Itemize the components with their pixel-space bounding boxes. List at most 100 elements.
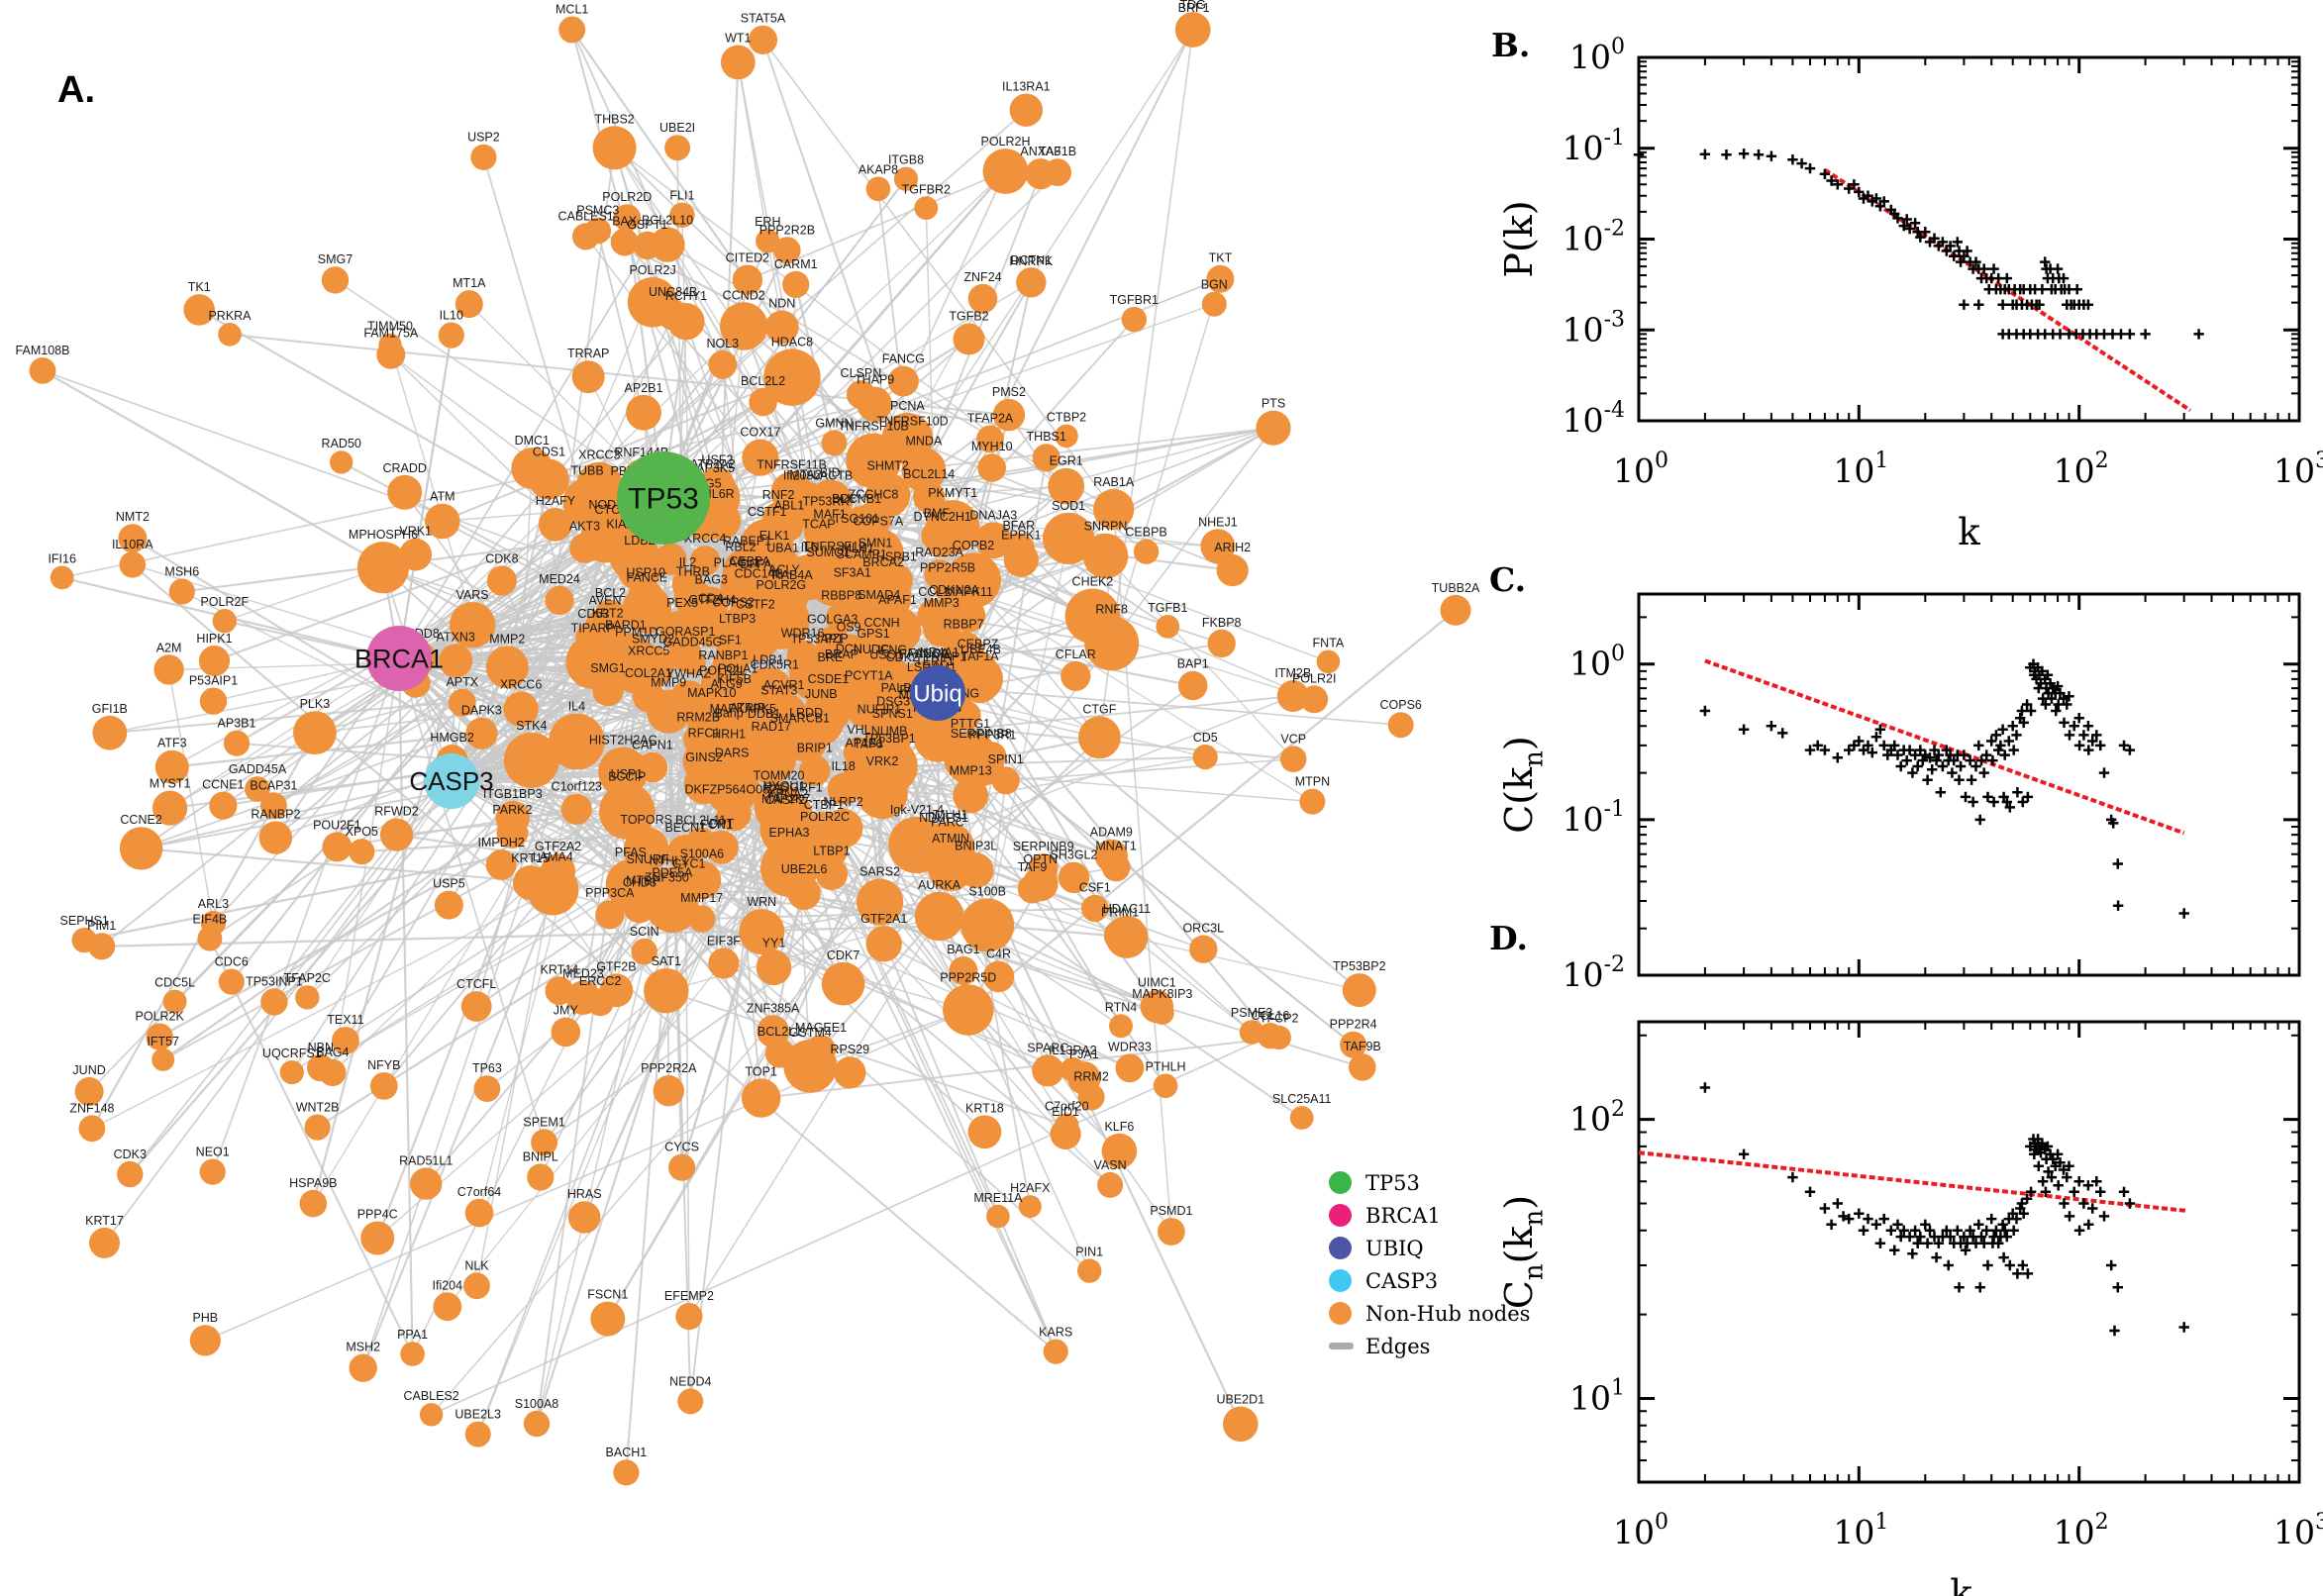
non-hub-node [1340,1031,1367,1058]
node-label: CDKN2A [929,583,979,597]
tick-label: 102 [1569,1097,1625,1139]
non-hub-node [503,691,539,727]
hub-casp3 [424,753,479,809]
minor-ticks [1639,1022,2299,1484]
node-label: DCTN1 [1010,253,1052,267]
node-label: ARL3 [198,897,229,911]
non-hub-node [1316,649,1341,674]
tick-label: 103 [2273,1510,2323,1551]
tick-label: 101 [1833,449,1888,490]
node-label: VRK2 [866,754,899,768]
node-label: IL10 [440,309,463,323]
node-label: STAT5A [741,12,786,26]
tick-label: 102 [2054,1510,2109,1551]
node-label: IFI16 [48,552,76,566]
legend-item-nonhub: Non-Hub nodes [1329,1297,1530,1330]
node-label: TP63 [472,1061,502,1075]
ubiq-swatch-icon [1329,1237,1352,1259]
tick-label: 100 [1613,449,1668,490]
node-label: UNC84B [649,285,697,299]
node-label: ATXN3 [437,630,475,644]
non-hub-node [212,609,237,634]
non-hub-node [1115,1053,1145,1083]
node-label: TP53BP1 [862,732,916,746]
node-label: LTBP3 [719,612,756,626]
node-label: IL4 [568,700,585,714]
node-label: MSH2 [346,1341,380,1354]
node-label: TAF1B [1039,145,1076,158]
node-label: TIMM50 [367,320,413,334]
node-label: XRCC6 [500,678,542,692]
node-label: DNAJA3 [969,508,1017,522]
non-hub-node [1387,712,1414,739]
node-label: CITED2 [726,251,770,265]
non-hub-node [949,956,978,985]
node-label: IMPDH2 [477,836,524,849]
non-hub-node [976,425,1004,453]
non-hub-node [1192,745,1218,770]
node-label: NEO1 [196,1146,230,1159]
legend-item-casp3: CASP3 [1329,1264,1530,1297]
legend-item-tp53: TP53 [1329,1166,1530,1199]
node-label: SERPINB9 [1013,840,1074,853]
node-label: C7orf20 [1045,1099,1089,1113]
node-label: TUBB2A [1432,581,1480,595]
node-label: RAD51L1 [399,1153,453,1167]
node-label: FCN1 [700,818,733,832]
non-hub-node [917,598,951,633]
node-label: RRM2B [676,711,720,725]
non-hub-node [846,433,901,489]
non-hub-node [610,228,639,256]
node-label: HRH1 [712,727,746,741]
panel-d-label: D. [1489,919,1528,957]
node-label: VASN [1094,1158,1127,1172]
node-label: ABL1 [774,499,805,513]
node-label: SERPINB8 [951,727,1012,741]
node-label: S100A6 [680,848,725,861]
non-hub-node [611,780,643,813]
non-hub-node [410,1167,443,1200]
node-label: PPP3CA [585,886,635,900]
non-hub-node [913,481,946,514]
non-hub-node [805,686,852,733]
node-label: KLF6 [1104,1120,1134,1134]
non-hub-node [199,687,228,715]
panel-a-label: A. [57,69,95,111]
x-axis-title: kn [1950,1572,1988,1596]
scatter-points [1633,149,2204,340]
node-label: CEBPA [729,554,770,568]
node-label: NBN [308,1041,334,1054]
non-hub-node [321,266,350,294]
node-label: CTBP1 [804,798,844,812]
node-label: CDS1 [533,446,565,459]
non-hub-node [117,1160,144,1188]
node-label: FKBP8 [1202,616,1242,630]
node-label: CYC1 [672,857,705,871]
node-label: LAMA4 [533,849,573,863]
node-label: AVEN [588,594,621,608]
node-label: MT1A [453,276,486,290]
node-label: SF1 [719,634,742,648]
node-label: TFAP2C [284,971,331,985]
non-hub-node [168,578,195,605]
node-label: MYH10 [971,440,1013,453]
node-label: NOD1 [588,498,623,512]
non-hub-node [88,933,116,960]
node-label: POLR2G [756,578,806,592]
node-label: PLK3 [300,697,331,711]
plot-frame [1637,1020,2301,1484]
node-label: ATMIN [932,832,969,846]
non-hub-node [787,876,821,911]
non-hub-node [1018,1195,1042,1219]
node-label: SF3A1 [834,565,871,579]
node-label: PMS2 [992,385,1026,399]
tp53-swatch-icon [1329,1171,1352,1194]
node-label: GTF2H4 [688,593,736,607]
node-label: POLR2D [602,190,652,204]
non-hub-node [756,229,780,253]
non-hub-node [349,839,375,865]
node-label: CCNE1 [202,778,244,792]
non-hub-node [119,551,147,578]
non-hub-node [162,989,187,1014]
non-hub-node [463,1272,490,1300]
